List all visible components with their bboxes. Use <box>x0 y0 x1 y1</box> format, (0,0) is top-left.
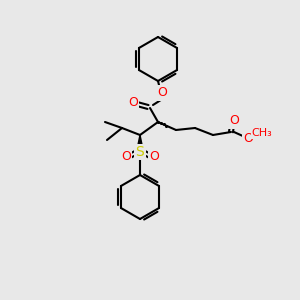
Text: CH₃: CH₃ <box>252 128 272 138</box>
Text: O: O <box>243 131 253 145</box>
Text: O: O <box>121 149 131 163</box>
Text: O: O <box>229 115 239 128</box>
Text: O: O <box>128 97 138 110</box>
Polygon shape <box>136 135 143 152</box>
Text: S: S <box>136 145 144 159</box>
Text: O: O <box>157 86 167 100</box>
Text: O: O <box>149 149 159 163</box>
